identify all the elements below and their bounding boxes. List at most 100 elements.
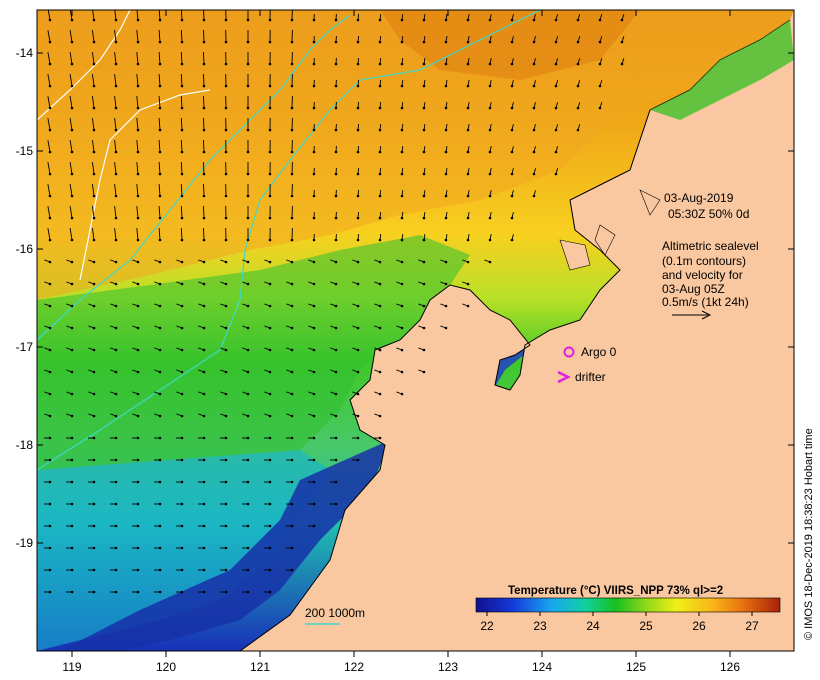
velocity-arrow	[136, 162, 139, 175]
velocity-arrow-head	[114, 150, 118, 154]
velocity-arrow-head	[70, 436, 74, 440]
velocity-arrow-head	[224, 414, 228, 418]
velocity-arrow-head	[246, 458, 250, 462]
velocity-arrow-head	[400, 106, 404, 110]
velocity-arrow-head	[356, 150, 360, 154]
velocity-arrow-head	[114, 282, 118, 286]
velocity-arrow-head	[202, 260, 206, 264]
velocity-arrow-head	[488, 238, 492, 242]
velocity-arrow-head	[290, 326, 294, 330]
velocity-arrow-head	[268, 590, 272, 594]
velocity-arrow-head	[356, 282, 360, 286]
velocity-arrow-head	[48, 260, 52, 264]
velocity-arrow	[114, 140, 117, 153]
velocity-arrow	[136, 118, 139, 131]
velocity-arrow-head	[202, 546, 206, 550]
velocity-arrow-head	[114, 590, 118, 594]
velocity-arrow-head	[268, 370, 272, 374]
velocity-arrow-head	[202, 414, 206, 418]
velocity-arrow-head	[576, 84, 580, 88]
credit-label: © IMOS 18-Dec-2019 18:38:23 Hobart time	[803, 428, 815, 640]
velocity-arrow-head	[268, 260, 272, 264]
velocity-arrow-head	[400, 40, 404, 44]
lat-tick-label: -16	[16, 242, 34, 256]
velocity-arrow	[91, 52, 95, 65]
argo-float-icon	[563, 346, 575, 358]
velocity-arrow	[180, 205, 183, 219]
velocity-arrow-head	[202, 106, 206, 110]
velocity-arrow	[136, 228, 139, 241]
velocity-arrow-head	[312, 150, 316, 154]
velocity-arrow-head	[334, 260, 338, 264]
velocity-arrow-head	[510, 62, 514, 66]
velocity-arrow-head	[400, 18, 404, 22]
velocity-arrow	[136, 206, 139, 219]
velocity-arrow-head	[114, 238, 118, 242]
velocity-arrow-head	[444, 18, 448, 22]
velocity-arrow-head	[224, 348, 228, 352]
velocity-arrow-head	[48, 436, 52, 440]
isobath-200m	[37, 10, 541, 471]
velocity-arrow	[69, 140, 73, 153]
velocity-arrow-head	[422, 216, 426, 220]
velocity-arrow-head	[48, 194, 52, 198]
velocity-arrow-head	[334, 84, 338, 88]
velocity-arrow-head	[202, 84, 206, 88]
velocity-arrow-head	[290, 458, 294, 462]
velocity-arrow-head	[312, 326, 316, 330]
velocity-arrow	[203, 161, 205, 175]
velocity-arrow-head	[136, 216, 140, 220]
velocity-arrow-head	[180, 40, 184, 44]
velocity-arrow-head	[378, 172, 382, 176]
velocity-arrow-head	[202, 568, 206, 572]
velocity-arrow	[158, 205, 161, 219]
velocity-arrow-head	[246, 348, 250, 352]
velocity-arrow-head	[158, 348, 162, 352]
velocity-arrow-head	[180, 348, 184, 352]
velocity-arrow-head	[202, 436, 206, 440]
velocity-arrow-head	[356, 260, 360, 264]
velocity-arrow	[158, 227, 161, 241]
velocity-arrow-head	[224, 216, 228, 220]
velocity-arrow-head	[290, 150, 294, 154]
velocity-arrow-head	[532, 128, 536, 132]
velocity-arrow-head	[92, 524, 96, 528]
velocity-arrow-head	[136, 436, 140, 440]
velocity-arrow-head	[48, 348, 52, 352]
velocity-arrow-head	[114, 414, 118, 418]
velocity-arrow-head	[114, 524, 118, 528]
velocity-arrow-head	[532, 106, 536, 110]
velocity-arrow-head	[92, 62, 96, 66]
velocity-arrow-head	[70, 150, 74, 154]
velocity-arrow-head	[356, 106, 360, 110]
velocity-arrow-head	[290, 524, 294, 528]
velocity-arrow	[114, 118, 117, 131]
sst-cool-band	[37, 450, 330, 651]
velocity-arrow	[180, 183, 183, 197]
velocity-arrow	[47, 228, 51, 241]
velocity-arrow-head	[312, 194, 316, 198]
velocity-arrow-head	[356, 392, 360, 396]
velocity-arrow-head	[224, 106, 228, 110]
velocity-arrow-head	[180, 392, 184, 396]
velocity-arrow	[203, 183, 205, 197]
velocity-arrow-head	[114, 348, 118, 352]
velocity-arrow-head	[70, 18, 74, 22]
velocity-arrow-head	[290, 392, 294, 396]
velocity-arrow-head	[554, 172, 558, 176]
velocity-arrow-head	[158, 128, 162, 132]
velocity-arrow-head	[114, 172, 118, 176]
velocity-arrow	[69, 30, 73, 43]
velocity-arrow-head	[268, 480, 272, 484]
velocity-arrow-head	[48, 84, 52, 88]
velocity-arrow-head	[70, 238, 74, 242]
velocity-arrow-head	[70, 392, 74, 396]
velocity-arrow-head	[268, 414, 272, 418]
velocity-arrow-head	[334, 18, 338, 22]
velocity-arrow-head	[158, 194, 162, 198]
velocity-arrow-head	[224, 18, 228, 22]
velocity-arrow-head	[48, 238, 52, 242]
velocity-arrow	[158, 73, 161, 87]
sst-green-band	[37, 235, 470, 470]
velocity-arrow-head	[378, 84, 382, 88]
